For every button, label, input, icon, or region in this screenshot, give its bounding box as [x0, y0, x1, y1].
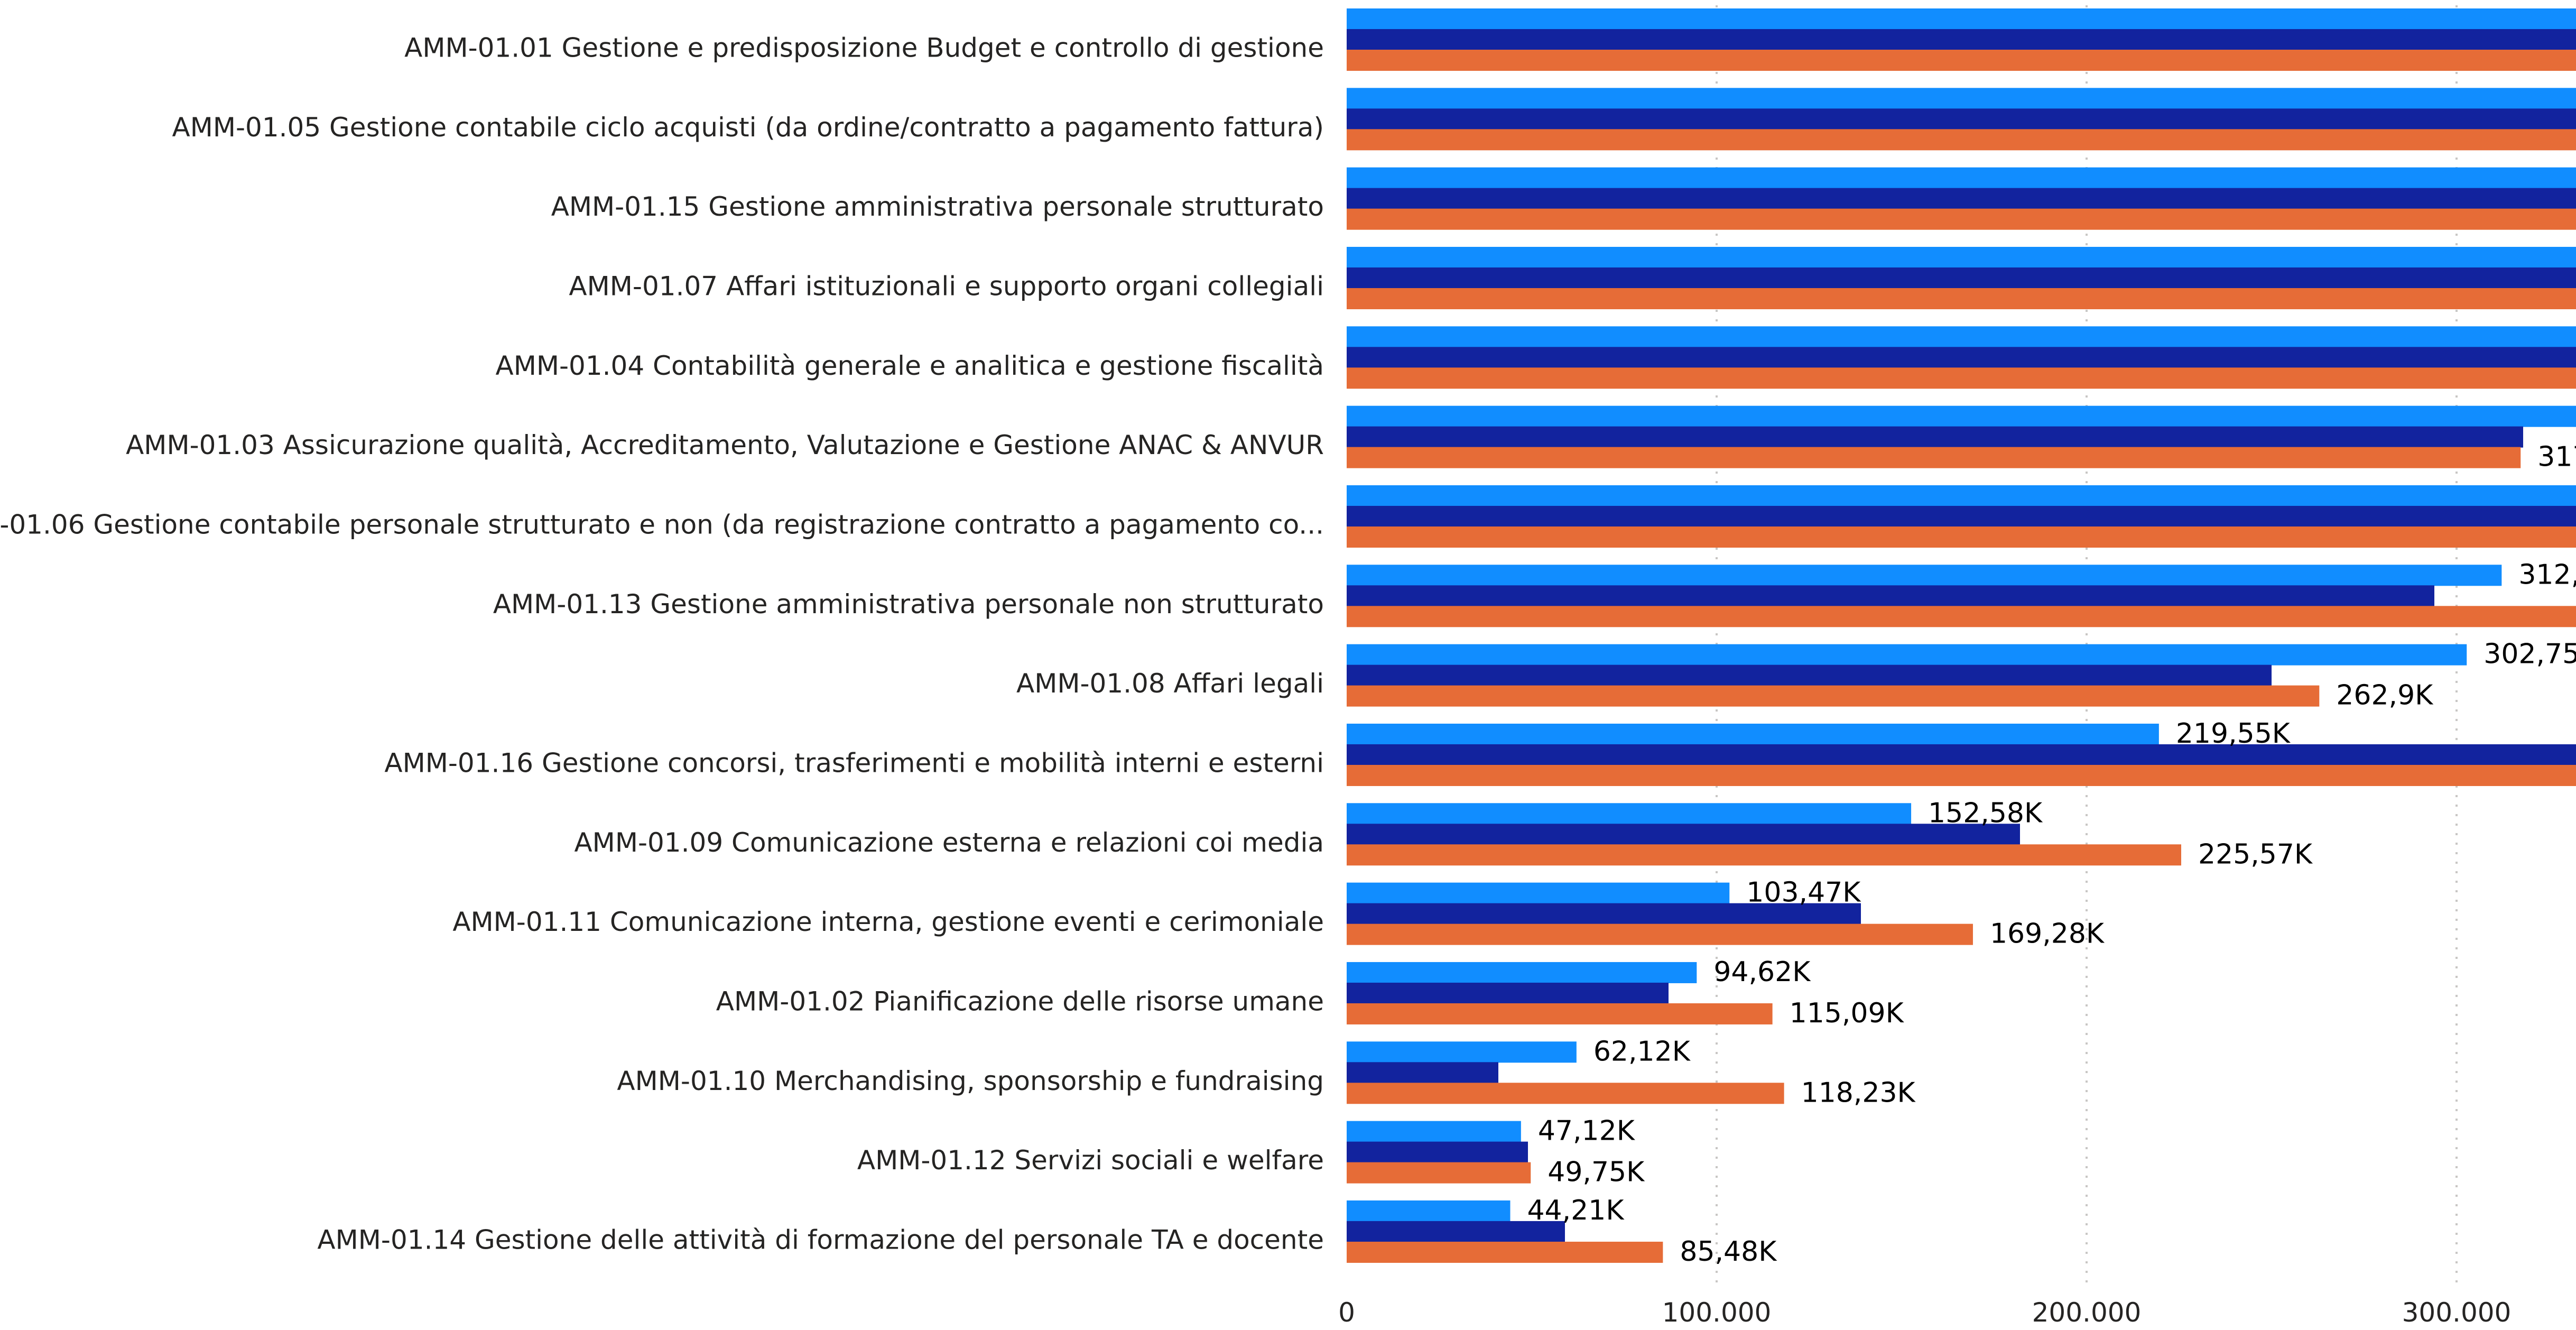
- bar: [1347, 1162, 1531, 1184]
- bar: [1347, 8, 2576, 30]
- bar: [1347, 88, 2576, 109]
- bar: [1347, 764, 2576, 786]
- bar: [1347, 485, 2576, 506]
- bar: [1347, 882, 1730, 904]
- bar: [1347, 1221, 1565, 1242]
- x-tick-label: 200.000: [2032, 1297, 2142, 1328]
- bar: [1347, 585, 2434, 607]
- bar: [1347, 664, 2272, 686]
- bar: [1347, 1062, 1498, 1084]
- bars: [1347, 8, 2576, 1263]
- bar: [1347, 803, 1912, 825]
- data-label: 118,23K: [1801, 1077, 1916, 1109]
- bar: [1347, 447, 2521, 468]
- category-label: AMM-01.12 Servizi sociali e welfare: [857, 1145, 1324, 1176]
- bar: [1347, 744, 2576, 765]
- x-axis-tick-labels: 0100.000200.000300.000400.000500.000600.…: [1338, 1297, 2512, 1328]
- data-label: 103,47K: [1746, 877, 1861, 909]
- bar: [1347, 108, 2576, 130]
- category-label: AMM-01.03 Assicurazione qualità, Accredi…: [126, 430, 1324, 460]
- data-label: 85,48K: [1680, 1236, 1777, 1268]
- x-tick-label: 300.000: [2402, 1297, 2512, 1328]
- x-tick-label: 100.000: [1662, 1297, 1772, 1328]
- category-label: AMM-01.15 Gestione amministrativa person…: [551, 191, 1324, 222]
- category-label: AMM-01.02 Pianificazione delle risorse u…: [716, 986, 1324, 1017]
- bar: [1347, 1121, 1521, 1142]
- category-label: AMM-01.10 Merchandising, sponsorship e f…: [617, 1066, 1324, 1096]
- bar: [1347, 903, 1861, 925]
- bar: [1347, 347, 2576, 368]
- data-label: 44,21K: [1527, 1195, 1625, 1226]
- bar: [1347, 1003, 1773, 1024]
- data-label: 47,12K: [1538, 1115, 1636, 1147]
- bar: [1347, 644, 2467, 666]
- category-label: AMM-01.07 Affari istituzionali e support…: [569, 271, 1324, 301]
- x-tick-label: 0: [1338, 1297, 1355, 1328]
- bar: [1347, 526, 2576, 548]
- category-label: AMM-01.13 Gestione amministrativa person…: [493, 589, 1324, 620]
- bar: [1347, 565, 2502, 586]
- bar: [1347, 50, 2576, 71]
- bar: [1347, 246, 2576, 268]
- data-label: 219,55K: [2176, 718, 2291, 750]
- bar: [1347, 1041, 1577, 1063]
- category-label: AMM-01.11 Comunicazione interna, gestion…: [452, 907, 1324, 937]
- data-label: 302,75K: [2484, 639, 2576, 670]
- bar: [1347, 167, 2576, 189]
- bar: [1347, 1083, 1784, 1104]
- category-label: AMM-01.09 Comunicazione esterna e relazi…: [574, 827, 1324, 858]
- bar: [1347, 367, 2576, 389]
- data-label: 152,58K: [1928, 797, 2043, 829]
- category-label: AMM-01.04 Contabilità generale e analiti…: [495, 350, 1324, 381]
- bar: [1347, 606, 2576, 627]
- data-label: 225,57K: [2198, 838, 2313, 870]
- bar: [1347, 1141, 1528, 1163]
- bar: [1347, 685, 2320, 707]
- category-label: AMM-01.06 Gestione contabile personale s…: [0, 509, 1324, 540]
- bar: [1347, 962, 1697, 983]
- category-labels: AMM-01.01 Gestione e predisposizione Bud…: [0, 33, 1324, 1255]
- bar: [1347, 208, 2576, 230]
- data-label: 262,9K: [2336, 680, 2434, 712]
- category-label: AMM-01.14 Gestione delle attività di for…: [317, 1224, 1324, 1255]
- data-label: 312,19K: [2518, 559, 2576, 590]
- bar: [1347, 267, 2576, 289]
- bar: [1347, 326, 2576, 348]
- bar: [1347, 426, 2523, 448]
- data-label: 62,12K: [1593, 1036, 1691, 1067]
- bar: [1347, 188, 2576, 209]
- category-label: AMM-01.01 Gestione e predisposizione Bud…: [404, 33, 1324, 63]
- category-label: AMM-01.08 Affari legali: [1016, 668, 1324, 699]
- data-label: 115,09K: [1790, 997, 1905, 1029]
- bar: [1347, 1200, 1511, 1222]
- bar: [1347, 1241, 1663, 1263]
- bar: [1347, 844, 2181, 866]
- data-label: 94,62K: [1713, 956, 1811, 988]
- data-labels: 560,41K669,6K539,91K654,06K460,96K691,34…: [1527, 441, 2576, 1268]
- data-label: 49,75K: [1548, 1157, 1645, 1188]
- bar: [1347, 29, 2576, 50]
- data-label: 169,28K: [1990, 918, 2105, 950]
- bar: [1347, 505, 2576, 527]
- bar: [1347, 982, 1669, 1004]
- bar: [1347, 923, 1973, 945]
- category-label: AMM-01.16 Gestione concorsi, trasferimen…: [384, 747, 1324, 778]
- bar: [1347, 723, 2159, 745]
- bar: [1347, 405, 2576, 427]
- data-label: 317,32K: [2537, 441, 2576, 473]
- bar: [1347, 288, 2576, 309]
- category-label: AMM-01.05 Gestione contabile ciclo acqui…: [172, 112, 1324, 143]
- bar: [1347, 824, 2020, 845]
- bar: [1347, 129, 2576, 151]
